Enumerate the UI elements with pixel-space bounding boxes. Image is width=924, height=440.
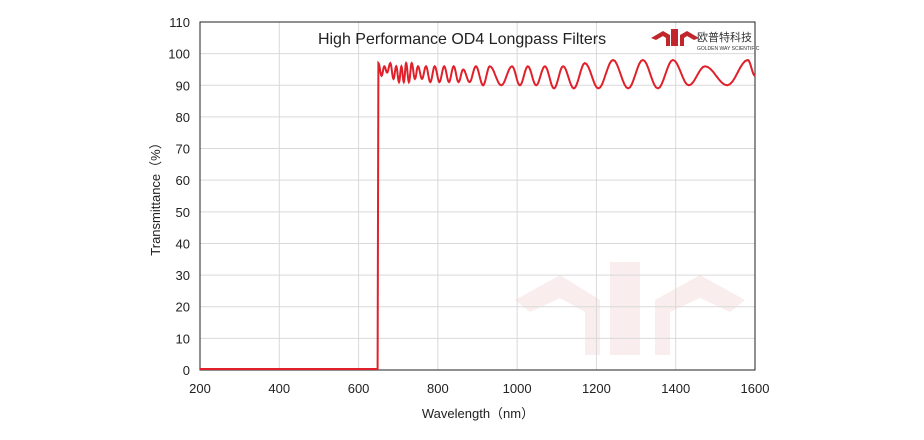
y-tick-label: 90 [176, 78, 190, 93]
x-tick-label: 200 [189, 381, 211, 396]
logo-mark [651, 29, 699, 46]
y-axis: 0 10 20 30 40 50 60 70 80 90 100 110 [168, 15, 190, 378]
watermark-logo [515, 262, 745, 355]
y-tick-label: 110 [169, 15, 190, 30]
y-tick-label: 50 [176, 205, 190, 220]
series-line-transmittance [200, 58, 756, 371]
logo-name-cn: 欧普特科技 [697, 30, 752, 44]
x-axis-label: Wavelength（nm） [422, 406, 534, 421]
y-tick-label: 60 [176, 173, 190, 188]
x-tick-label: 1400 [661, 381, 690, 396]
x-tick-label: 400 [268, 381, 290, 396]
y-tick-label: 20 [176, 300, 190, 315]
x-tick-label: 600 [348, 381, 370, 396]
brand-logo: 欧普特科技 GOLDEN WAY SCIENTIFIC [651, 29, 760, 52]
x-tick-label: 800 [427, 381, 449, 396]
grid [200, 22, 755, 370]
x-tick-label: 1200 [582, 381, 611, 396]
y-tick-label: 40 [176, 236, 190, 251]
y-axis-label: Transmittance（%） [148, 136, 163, 255]
x-tick-label: 1000 [503, 381, 532, 396]
logo-name-en: GOLDEN WAY SCIENTIFIC [697, 46, 760, 52]
y-tick-label: 10 [176, 331, 190, 346]
x-tick-label: 1600 [741, 381, 770, 396]
y-tick-label: 70 [176, 142, 190, 157]
plot-frame [199, 21, 756, 371]
x-axis: 200 400 600 800 1000 1200 1400 1600 [189, 381, 769, 396]
y-tick-label: 80 [176, 110, 190, 125]
chart-title: High Performance OD4 Longpass Filters [318, 31, 606, 48]
y-tick-label: 100 [168, 47, 190, 62]
y-tick-label: 0 [183, 363, 190, 378]
y-tick-label: 30 [176, 268, 190, 283]
